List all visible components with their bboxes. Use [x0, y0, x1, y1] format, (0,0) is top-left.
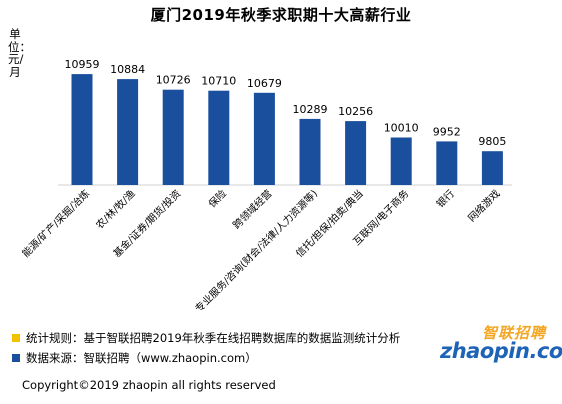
category-label: 银行 [434, 187, 457, 210]
bar [208, 90, 230, 185]
data-label: 9952 [433, 125, 461, 138]
blue-square-icon [12, 354, 20, 362]
data-label: 10726 [156, 74, 191, 87]
zhaopin-logo: 智联招聘 zhaopin.com [440, 322, 562, 366]
data-label: 10959 [65, 58, 100, 71]
bar [117, 79, 139, 185]
bar [390, 137, 412, 185]
bar [436, 141, 458, 185]
unit-label: 单位：元/月 [8, 27, 31, 79]
chart-title: 厦门2019年秋季求职期十大高薪行业 [150, 6, 412, 24]
bar [345, 121, 367, 185]
bar-chart: 10959能源/矿产/采掘/冶炼10884农/林/牧/渔10726基金/证券/期… [19, 58, 512, 315]
copyright-text: Copyright©2019 zhaopin all rights reserv… [22, 378, 276, 392]
category-label: 跨领域经营 [230, 187, 275, 232]
logo-chinese-text: 智联招聘 [481, 324, 546, 342]
data-label: 10256 [338, 105, 373, 118]
stat-rule-text: 统计规则：基于智联招聘2019年秋季在线招聘数据库的数据监测统计分析 [26, 331, 401, 345]
stat-rule-note: 统计规则：基于智联招聘2019年秋季在线招聘数据库的数据监测统计分析 [12, 330, 400, 346]
yellow-square-icon [12, 334, 20, 342]
category-label: 能源/矿产/采掘/冶炼 [19, 187, 92, 260]
category-label: 保险 [206, 187, 229, 210]
bar [162, 89, 184, 185]
data-label: 10679 [247, 77, 282, 90]
data-label: 10289 [293, 103, 328, 116]
bar [71, 74, 93, 185]
bar [299, 118, 321, 185]
data-source-note: 数据来源：智联招聘（www.zhaopin.com） [12, 350, 257, 366]
data-label: 10884 [110, 63, 145, 76]
data-label: 10710 [201, 75, 236, 88]
logo-english-text: zhaopin.com [440, 339, 562, 363]
data-label: 10010 [384, 122, 419, 135]
bar [481, 151, 503, 185]
data-label: 9805 [478, 135, 506, 148]
bar [253, 92, 275, 185]
category-label: 网络游戏 [465, 187, 502, 224]
category-label: 农/林/牧/渔 [93, 187, 138, 232]
data-source-text: 数据来源：智联招聘（www.zhaopin.com） [26, 351, 257, 365]
